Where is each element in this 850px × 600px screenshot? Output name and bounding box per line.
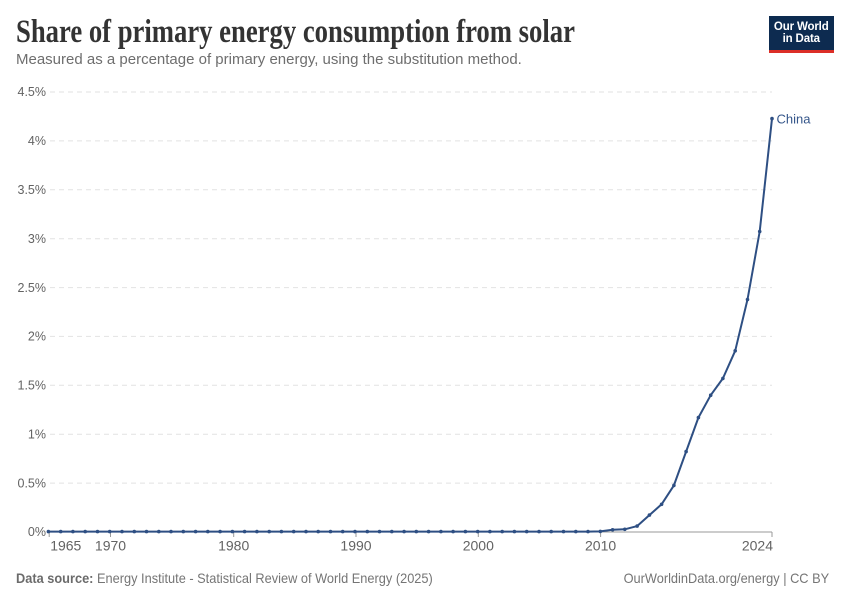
- svg-text:1990: 1990: [340, 538, 371, 554]
- svg-text:2010: 2010: [585, 538, 616, 554]
- svg-text:1965: 1965: [50, 538, 81, 554]
- svg-text:1980: 1980: [218, 538, 249, 554]
- svg-text:1.5%: 1.5%: [18, 379, 47, 393]
- svg-text:2.5%: 2.5%: [18, 281, 47, 295]
- svg-text:2024: 2024: [742, 538, 773, 554]
- svg-text:3.5%: 3.5%: [18, 183, 47, 197]
- svg-text:2%: 2%: [28, 330, 46, 344]
- svg-text:4%: 4%: [28, 134, 46, 148]
- svg-text:China: China: [777, 112, 812, 127]
- svg-text:0.5%: 0.5%: [18, 476, 47, 490]
- svg-text:1%: 1%: [28, 427, 46, 441]
- svg-text:2000: 2000: [463, 538, 494, 554]
- svg-text:0%: 0%: [28, 525, 46, 539]
- svg-text:1970: 1970: [95, 538, 126, 554]
- svg-text:4.5%: 4.5%: [18, 85, 47, 99]
- svg-text:3%: 3%: [28, 232, 46, 246]
